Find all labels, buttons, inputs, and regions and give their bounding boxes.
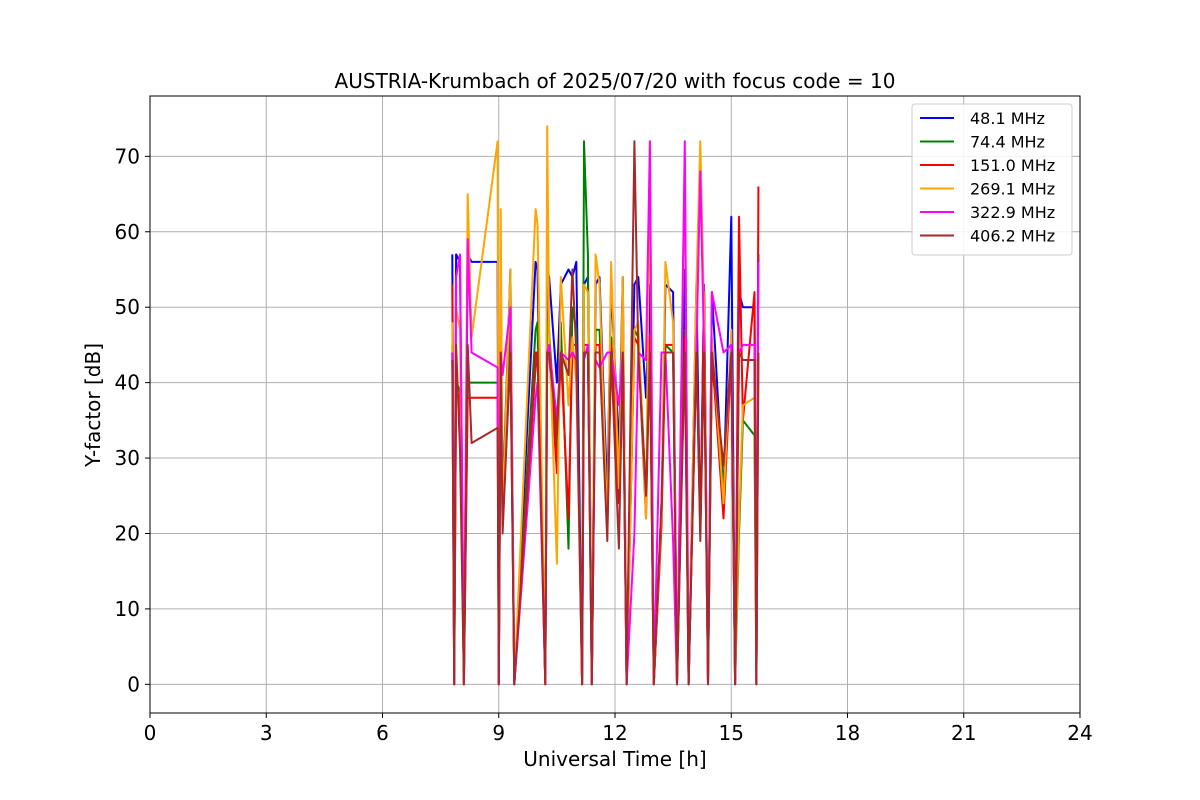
y-tick-label: 60 [115,220,140,244]
y-axis-label: Y-factor [dB] [81,343,105,468]
y-tick-label: 70 [115,144,140,168]
x-axis-label: Universal Time [h] [523,747,706,771]
x-tick-label: 15 [719,721,744,745]
legend-label: 406.2 MHz [970,227,1055,246]
plot-lines [451,125,760,686]
x-tick-label: 21 [951,721,976,745]
legend-label: 322.9 MHz [970,203,1055,222]
x-axis-ticks: 0 3 6 9 12 15 18 21 24 [144,713,1093,745]
y-tick-label: 20 [115,521,140,545]
y-tick-label: 40 [115,371,140,395]
x-tick-label: 12 [602,721,627,745]
x-tick-label: 6 [376,721,389,745]
y-tick-label: 30 [115,446,140,470]
series-line [451,140,760,686]
y-tick-label: 50 [115,295,140,319]
x-tick-label: 24 [1067,721,1092,745]
legend-label: 74.4 MHz [970,133,1045,152]
x-tick-label: 3 [260,721,273,745]
legend-label: 151.0 MHz [970,156,1055,175]
legend: 48.1 MHz 74.4 MHz 151.0 MHz 269.1 MHz 322.9… [911,103,1073,256]
legend-label: 48.1 MHz [970,109,1045,128]
x-tick-label: 9 [492,721,505,745]
chart-title: AUSTRIA-Krumbach of 2025/07/20 with focu… [335,69,896,93]
x-tick-label: 0 [144,721,157,745]
legend-label: 269.1 MHz [970,180,1055,199]
x-tick-label: 18 [835,721,860,745]
y-axis-ticks: 0 10 20 30 40 50 60 70 [115,144,150,696]
y-tick-label: 10 [115,597,140,621]
y-tick-label: 0 [127,672,140,696]
